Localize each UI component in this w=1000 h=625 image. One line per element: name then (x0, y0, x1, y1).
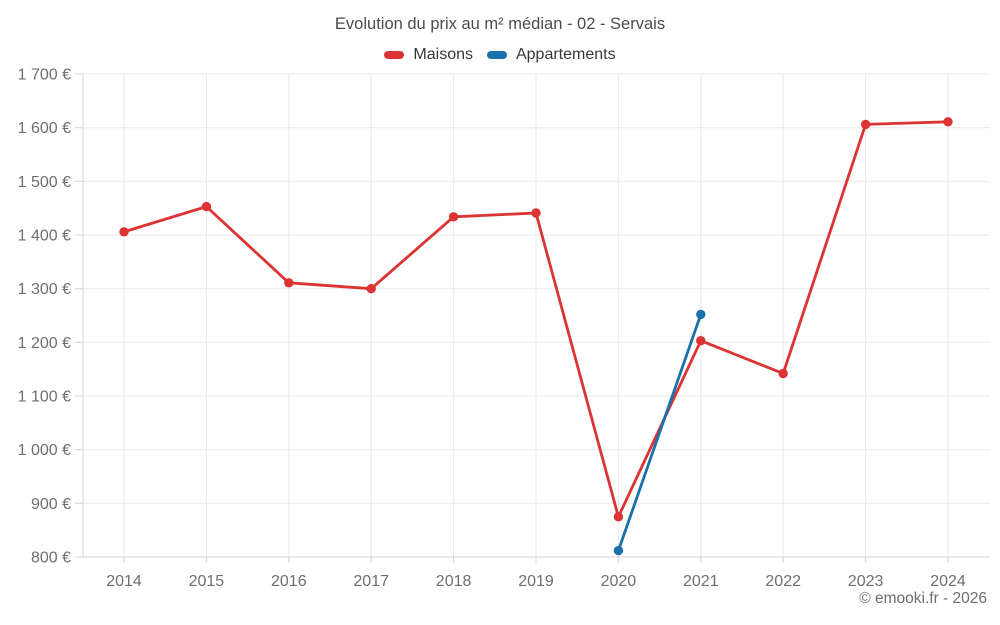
maisons-swatch-icon (384, 51, 405, 59)
legend-label-appartements: Appartements (515, 46, 616, 63)
point-maisons-2019[interactable] (531, 208, 541, 218)
y-tick-label: 1 600 € (18, 120, 71, 137)
y-tick-label: 1 700 € (18, 67, 71, 84)
legend-item-appartements[interactable]: Appartements (486, 46, 616, 64)
chart-title: Evolution du prix au m² médian - 02 - Se… (334, 15, 666, 33)
series-appartements (613, 309, 706, 556)
point-maisons-2016[interactable] (284, 278, 294, 288)
y-tick-label: 1 500 € (18, 174, 71, 191)
chart-legend: Maisons Appartements (0, 45, 1000, 65)
point-maisons-2023[interactable] (860, 119, 871, 130)
x-tick-label: 2023 (848, 573, 884, 590)
x-tick-label: 2018 (436, 573, 472, 590)
x-tick-label: 2020 (601, 573, 637, 590)
y-tick-label: 1 000 € (18, 442, 71, 459)
legend-label-maisons: Maisons (413, 46, 473, 63)
point-maisons-2014[interactable] (119, 227, 129, 237)
copyright-text: © emooki.fr - 2026 (859, 590, 987, 607)
grid (75, 73, 990, 563)
y-tick-label: 800 € (31, 550, 71, 567)
series-maisons (119, 117, 953, 522)
point-appartements-2021[interactable] (696, 309, 706, 320)
x-tick-label: 2015 (189, 573, 225, 590)
x-tick-label: 2016 (271, 573, 307, 590)
point-maisons-2018[interactable] (448, 212, 459, 222)
point-maisons-2024[interactable] (943, 117, 953, 127)
series-line-appartements[interactable] (617, 313, 703, 552)
x-tick-label: 2014 (106, 573, 142, 590)
y-tick-label: 900 € (31, 496, 71, 513)
point-appartements-2020[interactable] (613, 545, 624, 556)
x-tick-label: 2019 (518, 573, 554, 590)
x-tick-label: 2021 (683, 573, 719, 590)
point-maisons-2017[interactable] (366, 284, 376, 294)
y-tick-label: 1 200 € (18, 335, 71, 352)
appartements-swatch-icon (486, 51, 507, 59)
x-tick-label: 2024 (930, 573, 966, 590)
y-tick-label: 1 100 € (18, 389, 71, 406)
point-maisons-2020[interactable] (613, 512, 624, 522)
y-tick-label: 1 300 € (18, 281, 71, 298)
point-maisons-2015[interactable] (201, 201, 212, 212)
y-tick-label: 1 400 € (18, 228, 71, 245)
x-tick-label: 2022 (765, 573, 801, 590)
point-maisons-2021[interactable] (696, 336, 706, 346)
x-tick-label: 2017 (353, 573, 389, 590)
legend-item-maisons[interactable]: Maisons (384, 46, 473, 64)
point-maisons-2022[interactable] (778, 368, 788, 379)
